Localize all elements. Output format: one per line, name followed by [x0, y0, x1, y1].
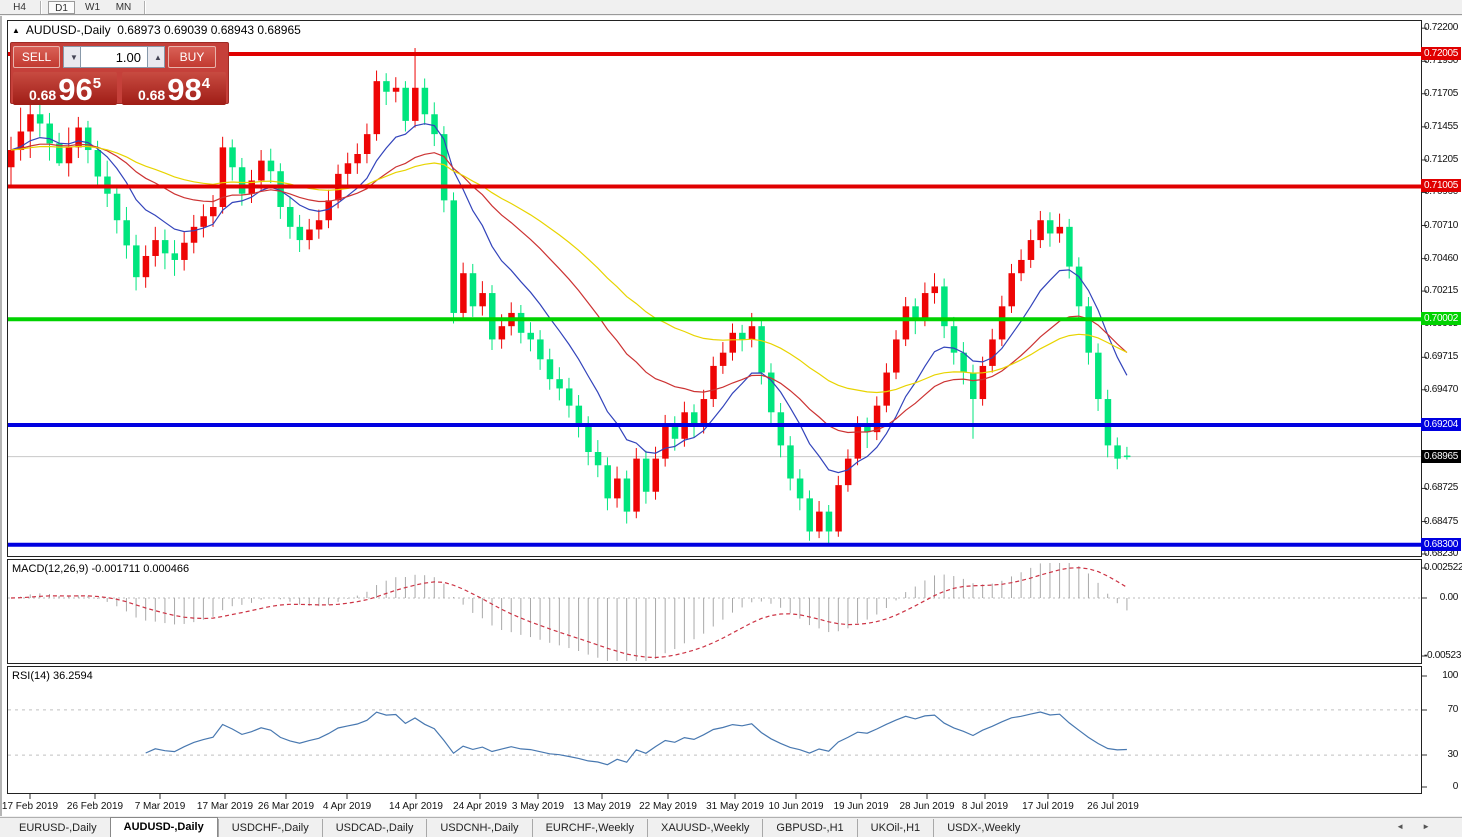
sell-price-sup: 5	[92, 75, 102, 92]
volume-step-up-button[interactable]: ▲	[147, 46, 165, 68]
tab-scroll-left-icon[interactable]: ◄	[1396, 822, 1423, 831]
chart-tab-eurchf[interactable]: EURCHF-,Weekly	[531, 819, 647, 837]
chart-tab-gbpusd[interactable]: GBPUSD-,H1	[762, 819, 856, 837]
sell-price-big: 96	[58, 72, 93, 107]
chart-collapse-icon[interactable]: ▲	[12, 26, 20, 35]
timeframe-toolbar: H4 D1 W1 MN	[0, 0, 1462, 15]
toolbar-separator	[40, 0, 41, 14]
buy-price-big: 98	[167, 72, 202, 107]
chart-tab-usdx[interactable]: USDX-,Weekly	[933, 819, 1033, 837]
chart-tab-xauusd[interactable]: XAUUSD-,Weekly	[646, 819, 762, 837]
one-click-trading-panel: SELL ▼ ▲ BUY 0.68 96 5 0.68 98 4	[10, 42, 229, 105]
toolbar-separator	[144, 0, 145, 14]
buy-button[interactable]: BUY	[168, 46, 216, 68]
chart-tab-usdcad[interactable]: USDCAD-,Daily	[321, 819, 427, 837]
chart-plot-area[interactable]	[0, 16, 1462, 816]
chart-tab-audusd[interactable]: AUDUSD-,Daily	[109, 817, 218, 837]
volume-input[interactable]	[81, 46, 147, 68]
buy-price-sup: 4	[201, 75, 211, 92]
chart-tab-usdchf[interactable]: USDCHF-,Daily	[217, 819, 322, 837]
timeframe-button-mn[interactable]: MN	[115, 1, 132, 13]
timeframe-button-w1[interactable]: W1	[85, 1, 100, 13]
buy-price-display[interactable]: 0.68 98 4	[122, 72, 226, 105]
chart-tab-usdcnh[interactable]: USDCNH-,Daily	[426, 819, 531, 837]
timeframe-button-d1[interactable]: D1	[48, 0, 75, 14]
chart-tab-eurusd[interactable]: EURUSD-,Daily	[19, 822, 97, 834]
tab-scroll-right-icon[interactable]: ►	[1422, 822, 1448, 831]
chart-ohlc-values: 0.68973 0.69039 0.68943 0.68965	[117, 23, 301, 37]
sell-price-prefix: 0.68	[28, 87, 57, 103]
sell-button[interactable]: SELL	[13, 46, 60, 68]
buy-price-prefix: 0.68	[137, 87, 166, 103]
volume-step-down-button[interactable]: ▼	[63, 46, 81, 68]
chart-title-bar: ▲ AUDUSD-,Daily 0.68973 0.69039 0.68943 0…	[12, 23, 301, 37]
sell-price-display[interactable]: 0.68 96 5	[13, 72, 117, 105]
chart-tab-ukoil[interactable]: UKOil-,H1	[856, 819, 934, 837]
rsi-indicator-label: RSI(14) 36.2594	[12, 670, 93, 682]
timeframe-button-h4[interactable]: H4	[13, 1, 26, 13]
symbol-tab-bar: EURUSD-,Daily AUDUSD-,Daily USDCHF-,Daily U…	[0, 817, 1462, 837]
tab-scroll-arrows[interactable]: ◄►	[1396, 822, 1448, 831]
macd-indicator-label: MACD(12,26,9) -0.001711 0.000466	[12, 563, 190, 575]
chart-symbol-label: AUDUSD-,Daily	[25, 23, 111, 37]
panel-splitter[interactable]	[7, 662, 1422, 667]
panel-splitter[interactable]	[7, 555, 1422, 560]
